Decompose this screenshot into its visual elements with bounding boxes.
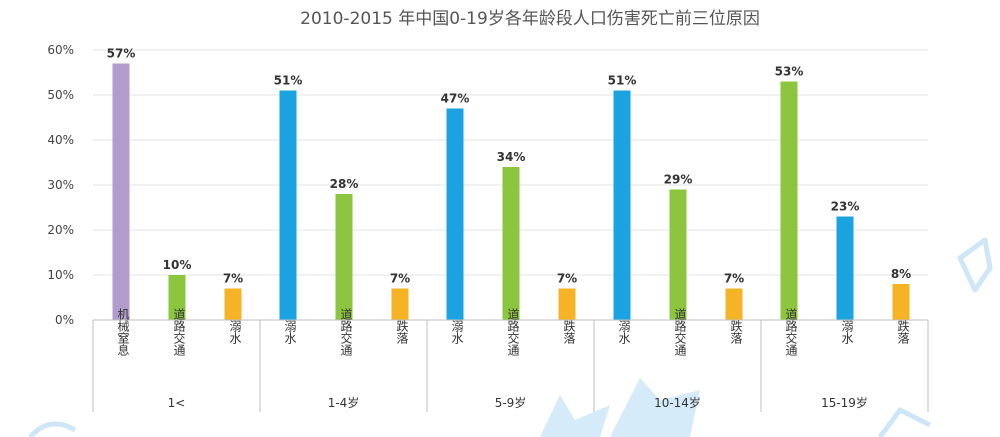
data-label: 57% [107, 47, 136, 61]
group-label: 10-14岁 [654, 395, 701, 410]
bar [558, 288, 576, 320]
y-tick-label: 0% [55, 313, 74, 327]
deco-star-right [957, 237, 993, 293]
bar [168, 275, 186, 320]
data-label: 47% [441, 92, 470, 106]
data-label: 7% [223, 272, 243, 286]
group-label: 1< [168, 396, 186, 410]
category-label: 溺水 [283, 320, 297, 344]
category-label: 溺水 [840, 320, 854, 344]
bar [279, 90, 297, 320]
bar [725, 288, 743, 320]
y-tick-label: 40% [47, 133, 74, 147]
deco-star-bottom-left [540, 395, 610, 437]
y-tick-label: 20% [47, 223, 74, 237]
category-label: 道路交通 [339, 308, 353, 356]
data-label: 8% [891, 267, 911, 281]
category-label: 溺水 [450, 320, 464, 344]
x-axis: 机械窒息 道路交通 溺水 1< 溺水 道路交通 跌落 1-4岁 溺水 道路交通 跌落 5-9岁 溺水 道路… [92, 308, 929, 412]
category-label: 跌落 [395, 319, 409, 345]
category-label: 道路交通 [506, 308, 520, 356]
data-label: 34% [497, 150, 526, 164]
group-label: 1-4岁 [328, 395, 360, 410]
bar [669, 189, 687, 320]
bar [502, 167, 520, 320]
bar [780, 81, 798, 320]
background-decoration [28, 237, 993, 437]
data-label: 7% [557, 272, 577, 286]
bar [112, 63, 130, 320]
category-label: 跌落 [562, 319, 576, 345]
deco-star-bottom-center [610, 378, 700, 437]
group-label: 15-19岁 [821, 395, 868, 410]
data-label: 29% [664, 173, 693, 187]
category-label: 机械窒息 [116, 308, 130, 356]
data-label: 51% [608, 74, 637, 88]
category-label: 道路交通 [172, 308, 186, 356]
bar [224, 288, 242, 320]
y-tick-label: 60% [47, 43, 74, 57]
y-tick-label: 10% [47, 268, 74, 282]
category-label: 道路交通 [784, 308, 798, 356]
category-label: 跌落 [896, 319, 910, 345]
bar [446, 108, 464, 320]
data-label: 23% [831, 200, 860, 214]
data-label: 51% [274, 74, 303, 88]
chart-title: 2010-2015 年中国0-19岁各年龄段人口伤害死亡前三位原因 [300, 9, 760, 29]
category-label: 道路交通 [673, 308, 687, 356]
data-label: 7% [390, 272, 410, 286]
bar [335, 194, 353, 320]
bar [613, 90, 631, 320]
data-label: 28% [330, 177, 359, 191]
category-label: 跌落 [729, 319, 743, 345]
deco-swirl-bottom-right [877, 407, 932, 437]
data-label: 10% [163, 258, 192, 272]
bar [892, 284, 910, 320]
bar [391, 288, 409, 320]
bar [836, 216, 854, 320]
category-label: 溺水 [228, 320, 242, 344]
y-tick-label: 30% [47, 178, 74, 192]
data-label: 7% [724, 272, 744, 286]
deco-swirl-bottom-left [28, 421, 77, 437]
bar-series: 57% 10% 7% 51% 28% 7% 47% 34% 7% 51% 29% 7% 53% 23% 8% [107, 47, 911, 320]
data-label: 53% [775, 65, 804, 79]
category-label: 溺水 [617, 320, 631, 344]
group-label: 5-9岁 [495, 395, 527, 410]
y-axis: 0% 10% 20% 30% 40% 50% 60% [47, 43, 74, 327]
y-tick-label: 50% [47, 88, 74, 102]
